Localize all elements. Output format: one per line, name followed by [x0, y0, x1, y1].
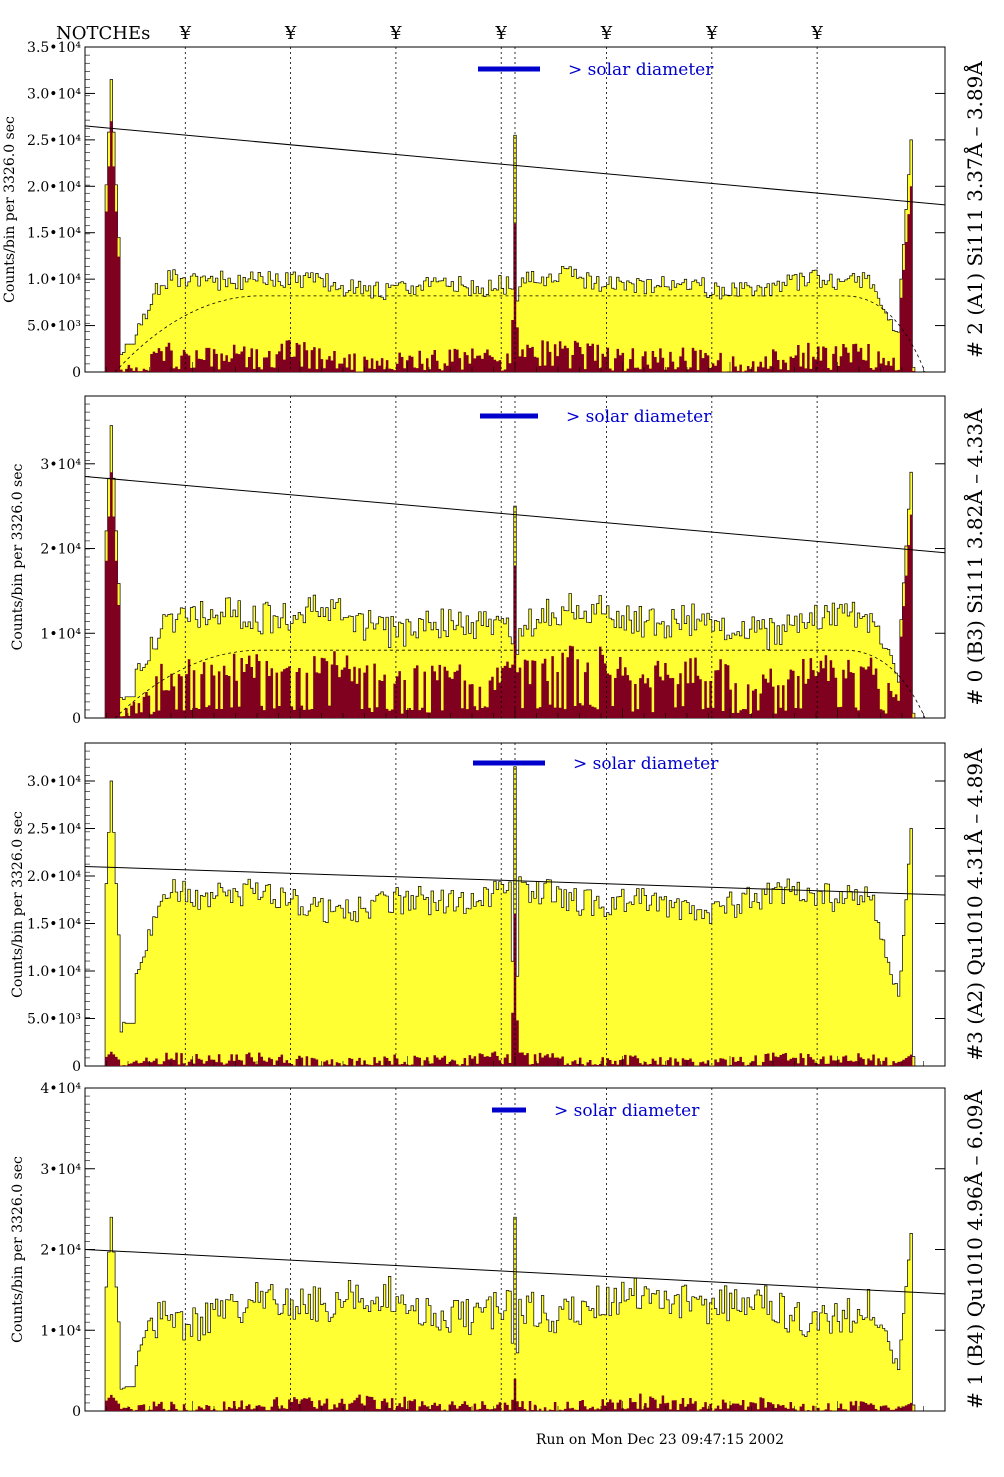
legend-label: > solar diameter: [554, 1101, 700, 1121]
y-tick-label: 0: [72, 365, 81, 381]
panel-title: #3 (A2) Qu1010 4.31Å – 4.89Å: [962, 748, 987, 1061]
legend-label: > solar diameter: [568, 60, 714, 80]
panel-p2: 0 5.0•10³ 1.0•10⁴ 1.5•10⁴ 2.0•10⁴ 2.5•10⁴ 3.0•…: [2, 40, 987, 381]
y-tick-label: 4•10⁴: [40, 1081, 81, 1097]
notches-label: NOTCHEs: [56, 23, 150, 44]
y-tick-label: 3.0•10⁴: [27, 774, 81, 790]
y-axis-label: Counts/bin per 3326.0 sec: [2, 116, 18, 303]
y-tick-label: 2.0•10⁴: [27, 179, 81, 195]
run-timestamp: Run on Mon Dec 23 09:47:15 2002: [536, 1432, 784, 1448]
panel-title: # 1 (B4) Qu1010 4.96Å – 6.09Å: [962, 1090, 987, 1409]
y-tick-label: 0: [72, 1404, 81, 1420]
y-tick-label: 0: [72, 1059, 81, 1075]
y-axis-label: Counts/bin per 3326.0 sec: [10, 1156, 26, 1343]
y-tick-label: 1.5•10⁴: [27, 917, 81, 933]
histogram-background-counts: [85, 472, 945, 718]
trend-line: [84, 476, 946, 554]
y-tick-label: 1•10⁴: [40, 626, 81, 642]
notch-symbol: ¥: [810, 23, 823, 44]
y-tick-label: 1.5•10⁴: [27, 226, 81, 242]
panels: 0 5.0•10³ 1.0•10⁴ 1.5•10⁴ 2.0•10⁴ 2.5•10⁴ 3.0•…: [2, 40, 987, 1420]
panel-title: # 0 (B3) Si111 3.82Å – 4.33Å: [962, 408, 987, 705]
y-axis-label: Counts/bin per 3326.0 sec: [10, 811, 26, 998]
y-tick-label: 3•10⁴: [40, 1162, 81, 1178]
dashed-model-curve: [114, 295, 926, 373]
notch-markers: ¥ ¥ ¥ ¥ ¥ ¥ ¥: [179, 23, 824, 44]
legend-label: > solar diameter: [573, 754, 719, 774]
y-tick-label: 1.0•10⁴: [27, 272, 81, 288]
y-tick-label: 2.5•10⁴: [27, 133, 81, 149]
trend-line: [84, 1249, 946, 1295]
histogram-background-counts: [85, 121, 945, 373]
notch-symbol: ¥: [705, 23, 718, 44]
y-tick-label: 2.0•10⁴: [27, 869, 81, 885]
notch-symbol: ¥: [179, 23, 192, 44]
y-tick-label: 0: [72, 711, 81, 727]
y-tick-label: 2•10⁴: [40, 542, 81, 558]
notch-symbol: ¥: [600, 23, 613, 44]
legend-label: > solar diameter: [566, 407, 712, 427]
notch-symbol: ¥: [284, 23, 297, 44]
panel-p3: 0 5.0•10³ 1.0•10⁴ 1.5•10⁴ 2.0•10⁴ 2.5•10⁴ 3.0•…: [10, 742, 987, 1075]
y-tick-label: 3.0•10⁴: [27, 86, 81, 102]
y-tick-label: 2.5•10⁴: [27, 822, 81, 838]
panel-title: # 2 (A1) Si111 3.37Å – 3.89Å: [962, 61, 987, 358]
dashed-model-curve: [114, 649, 926, 719]
y-tick-label: 2•10⁴: [40, 1243, 81, 1259]
y-axis-label: Counts/bin per 3326.0 sec: [10, 463, 26, 650]
notch-symbol: ¥: [494, 23, 507, 44]
trend-line: [84, 125, 946, 206]
notch-symbol: ¥: [389, 23, 402, 44]
y-tick-label: 3•10⁴: [40, 457, 81, 473]
y-tick-label: 1•10⁴: [40, 1323, 81, 1339]
panel-p1: 0 1•10⁴ 2•10⁴ 3•10⁴ 4•10⁴ Counts/bin per 3326…: [10, 1081, 987, 1420]
y-tick-label: 5.0•10³: [27, 319, 81, 335]
y-tick-label: 3.5•10⁴: [27, 40, 81, 56]
y-tick-label: 1.0•10⁴: [27, 964, 81, 980]
trend-line: [84, 866, 946, 896]
y-tick-label: 5.0•10³: [27, 1012, 81, 1028]
panel-p0: 0 1•10⁴ 2•10⁴ 3•10⁴ Counts/bin per 3326.0 se…: [10, 395, 987, 727]
